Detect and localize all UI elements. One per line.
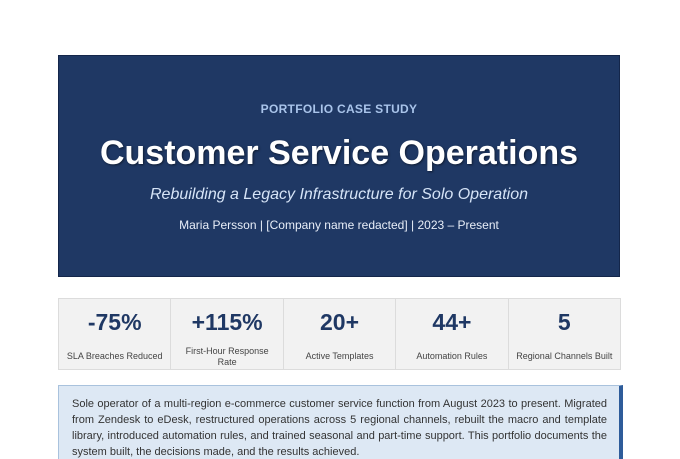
stat-value: +115%: [191, 309, 263, 335]
stat-sla-breaches: -75% SLA Breaches Reduced: [59, 299, 172, 369]
page-title: Customer Service Operations: [99, 134, 579, 172]
stat-regional-channels: 5 Regional Channels Built: [509, 299, 620, 369]
summary-callout: Sole operator of a multi-region e-commer…: [58, 385, 623, 459]
stats-bar: -75% SLA Breaches Reduced +115% First-Ho…: [58, 298, 621, 370]
stat-label: Regional Channels Built: [516, 351, 613, 361]
stat-label: Automation Rules: [416, 351, 488, 361]
stat-value: 5: [557, 309, 571, 335]
stat-value: 44+: [432, 309, 472, 335]
stat-label: SLA Breaches Reduced: [66, 351, 163, 361]
hero-banner: PORTFOLIO CASE STUDY Customer Service Op…: [58, 55, 620, 277]
eyebrow-label: PORTFOLIO CASE STUDY: [260, 102, 418, 116]
stat-automation-rules: 44+ Automation Rules: [396, 299, 509, 369]
author-byline: Maria Persson | [Company name redacted] …: [179, 218, 499, 232]
page-subtitle: Rebuilding a Legacy Infrastructure for S…: [150, 186, 528, 203]
stat-label: Active Templates: [305, 351, 374, 361]
stat-first-hour-response: +115% First-Hour Response Rate: [171, 299, 284, 369]
stat-value: -75%: [87, 309, 142, 335]
stat-label: First-Hour Response Rate: [185, 346, 269, 367]
stat-value: 20+: [320, 309, 360, 335]
stat-active-templates: 20+ Active Templates: [284, 299, 397, 369]
